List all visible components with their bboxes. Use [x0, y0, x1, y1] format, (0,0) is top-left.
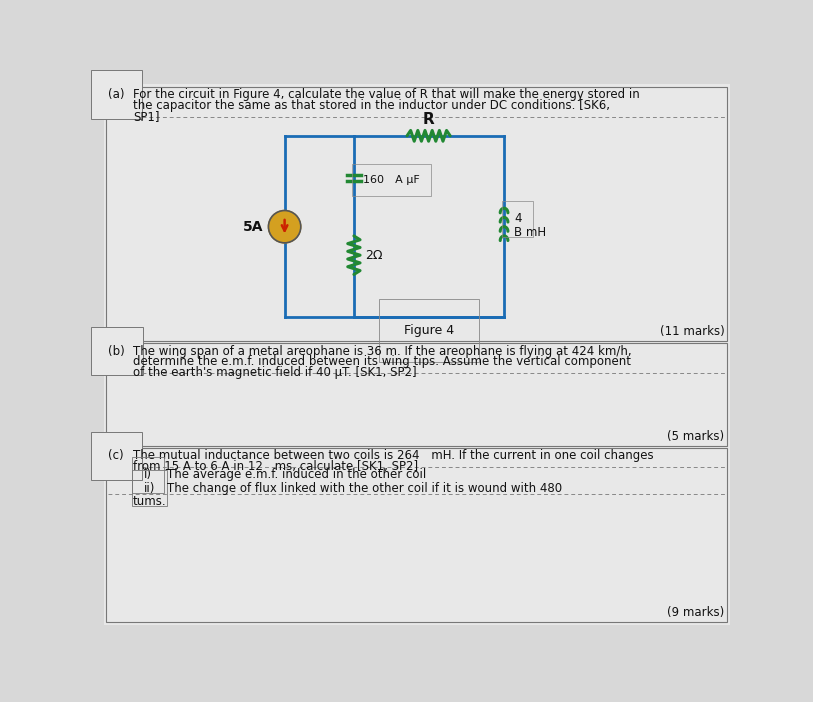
- Text: (c): (c): [108, 449, 124, 462]
- FancyBboxPatch shape: [106, 343, 728, 446]
- Text: For the circuit in Figure 4, calculate the value of R that will make the energy : For the circuit in Figure 4, calculate t…: [133, 88, 640, 101]
- FancyBboxPatch shape: [106, 448, 728, 623]
- Text: i): i): [144, 468, 152, 482]
- Text: The mutual inductance between two coils is 264 mH. If the current in one coil ch: The mutual inductance between two coils …: [133, 449, 654, 462]
- Text: The average e.m.f. induced in the other coil: The average e.m.f. induced in the other …: [167, 468, 426, 482]
- Circle shape: [268, 211, 301, 243]
- Text: of the earth's magnetic field if 40 μT. [SK1, SP2]: of the earth's magnetic field if 40 μT. …: [133, 366, 416, 379]
- Text: the capacitor the same as that stored in the inductor under DC conditions. [SK6,: the capacitor the same as that stored in…: [133, 99, 610, 112]
- Text: from 15 A to 6 A in 12 ms, calculate [SK1, SP2]: from 15 A to 6 A in 12 ms, calculate [SK…: [133, 460, 418, 473]
- Text: determine the e.m.f. induced between its wing tips. Assume the vertical componen: determine the e.m.f. induced between its…: [133, 355, 631, 369]
- Text: 5A: 5A: [242, 220, 263, 234]
- Text: 2Ω: 2Ω: [365, 249, 382, 262]
- Text: Figure 4: Figure 4: [403, 324, 454, 338]
- Text: The wing span of a metal areophane is 36 m. If the areophane is flying at 424 km: The wing span of a metal areophane is 36…: [133, 345, 632, 357]
- Text: (b): (b): [108, 345, 125, 357]
- Text: B mH: B mH: [514, 226, 546, 239]
- Text: SP1]: SP1]: [133, 110, 159, 123]
- Text: tums.: tums.: [133, 495, 167, 508]
- Text: (a): (a): [108, 88, 124, 101]
- FancyBboxPatch shape: [106, 87, 728, 341]
- Text: R: R: [423, 112, 434, 126]
- FancyBboxPatch shape: [104, 84, 729, 625]
- Text: (11 marks): (11 marks): [659, 324, 724, 338]
- Text: ii): ii): [144, 482, 155, 495]
- Text: (5 marks): (5 marks): [667, 430, 724, 443]
- Text: 160 A μF: 160 A μF: [363, 175, 420, 185]
- Text: 4: 4: [514, 213, 522, 225]
- Text: The change of flux linked with the other coil if it is wound with 480: The change of flux linked with the other…: [167, 482, 562, 495]
- Text: (9 marks): (9 marks): [667, 606, 724, 618]
